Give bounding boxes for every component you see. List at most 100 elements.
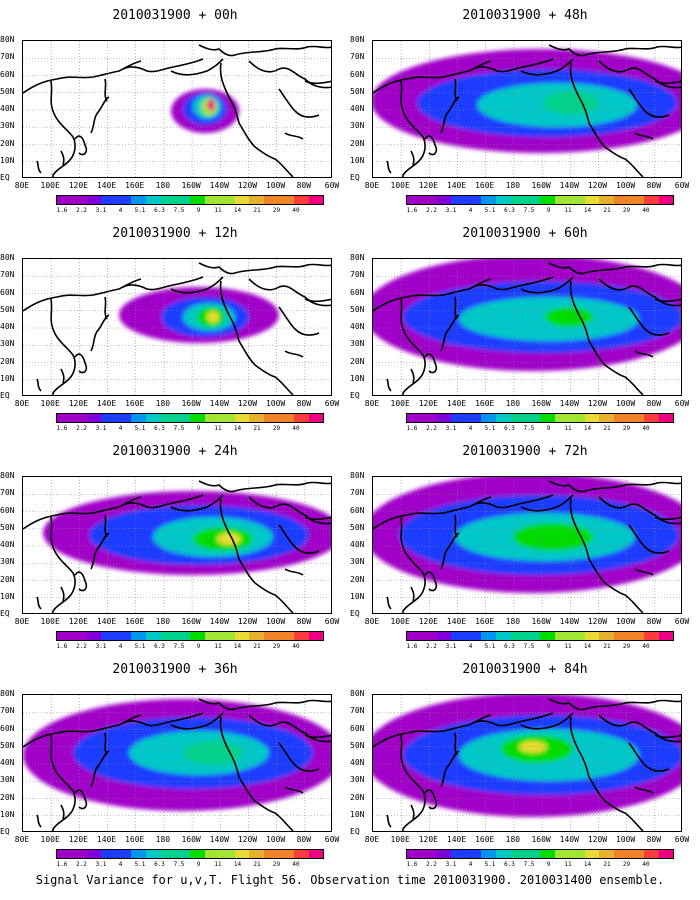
lon-tick-label: 120E [68, 835, 88, 844]
colorbar-label: 3.1 [445, 425, 457, 432]
colorbar-swatch [599, 196, 615, 204]
coastline [60, 368, 65, 384]
colorbar-label: 6.3 [504, 425, 515, 432]
colorbar-label: 7.5 [173, 861, 185, 868]
coastline [654, 734, 681, 739]
colorbar-swatch [451, 632, 467, 640]
colorbar-label: 9 [546, 207, 551, 214]
lat-tick-label: 30N [0, 775, 15, 785]
coastline [424, 135, 438, 156]
coastline [74, 789, 88, 810]
coastline [198, 44, 236, 57]
colorbar-swatch [480, 632, 496, 640]
lat-tick-label: 70N [0, 270, 15, 280]
coastline [400, 80, 426, 177]
coastline [654, 298, 681, 303]
colorbar-label: 3.1 [445, 861, 457, 868]
lon-tick-label: 180 [155, 181, 171, 190]
lon-tick-label: 120W [237, 399, 258, 408]
lat-tick-label: 30N [0, 557, 15, 567]
lon-tick-label: 160E [475, 399, 495, 408]
lat-tick-label: 80N [0, 471, 15, 480]
colorbar-label: 2.2 [426, 861, 437, 868]
coastline [304, 516, 331, 521]
lon-tick-label: 140W [209, 181, 229, 190]
colorbar-label: 6.3 [504, 643, 515, 650]
lon-tick-label: 140E [96, 399, 117, 408]
colorbar-swatch [71, 414, 87, 422]
colorbar-label: 3.1 [95, 425, 107, 432]
lat-tick-label: 60N [0, 69, 15, 79]
lon-tick-label: 100E [390, 617, 410, 626]
coastline [386, 378, 392, 392]
lat-tick-label: 50N [0, 740, 15, 750]
lat-tick-label: 70N [350, 270, 365, 280]
coastline [219, 716, 294, 831]
coastline [628, 88, 670, 118]
coastline [50, 80, 76, 177]
coastline [60, 804, 65, 820]
variance-field [171, 89, 239, 133]
lon-tick-label: 160W [531, 399, 551, 408]
colorbar-swatch [190, 196, 205, 204]
lon-tick-label: 140E [446, 399, 467, 408]
colorbar-label: 5.1 [484, 643, 496, 650]
panel-title: 2010031900 + 60h [462, 226, 588, 241]
colorbar-swatch [175, 632, 191, 640]
colorbar-swatch [525, 196, 541, 204]
colorbar [56, 195, 325, 205]
colorbar-swatch [569, 632, 585, 640]
coastline [634, 568, 654, 576]
lat-tick-label: 40N [350, 104, 365, 113]
coastline [234, 263, 331, 274]
colorbar-label: 29 [622, 861, 631, 868]
colorbar-swatch [249, 850, 265, 858]
lat-tick-label: 20N [350, 792, 365, 802]
map-plot [22, 258, 332, 396]
map-plot [372, 40, 682, 178]
colorbar-swatch [466, 632, 481, 640]
colorbar-swatch [451, 414, 467, 422]
colorbar-swatch [540, 632, 555, 640]
coastline [454, 78, 458, 102]
lon-tick-label: 100W [615, 835, 636, 844]
colorbar-swatch [116, 850, 131, 858]
lon-tick-label: 140E [446, 181, 467, 190]
lat-tick-label: 10N [0, 373, 15, 383]
coastline [36, 596, 42, 610]
coastline [304, 298, 331, 303]
colorbar-label: 14 [583, 861, 592, 868]
colorbar-label: 40 [642, 861, 650, 868]
coastline [36, 378, 42, 392]
colorbar-swatch [554, 196, 570, 204]
colorbar-swatch [540, 196, 555, 204]
colorbar-label: 5.1 [134, 207, 146, 214]
variance-field [43, 491, 331, 575]
lon-tick-label: 160W [181, 617, 201, 626]
coastline [104, 732, 108, 756]
colorbar-swatch [145, 196, 161, 204]
colorbar-label: 1.6 [406, 425, 418, 432]
colorbar-swatch [599, 850, 615, 858]
colorbar-swatch [71, 850, 87, 858]
map-svg [373, 259, 681, 395]
lon-tick-label: 120W [237, 617, 258, 626]
coastline [122, 276, 204, 291]
lat-tick-label: 40N [0, 758, 15, 767]
colorbar-swatch [540, 414, 555, 422]
coastline [520, 494, 574, 512]
coastline [104, 296, 108, 320]
lat-tick-label: 80N [350, 253, 365, 262]
lon-tick-label: 120W [587, 617, 608, 626]
colorbar-swatch [219, 632, 235, 640]
colorbar-swatch [293, 850, 309, 858]
lon-tick-label: 160W [181, 835, 201, 844]
colorbar-swatch [160, 632, 176, 640]
colorbar-label: 6.3 [154, 425, 165, 432]
map-plot [22, 476, 332, 614]
colorbar-swatch [101, 196, 117, 204]
colorbar-swatch [219, 196, 235, 204]
lat-tick-label: 50N [350, 740, 365, 750]
colorbar-swatch [190, 414, 205, 422]
colorbar-label: 5.1 [134, 643, 146, 650]
